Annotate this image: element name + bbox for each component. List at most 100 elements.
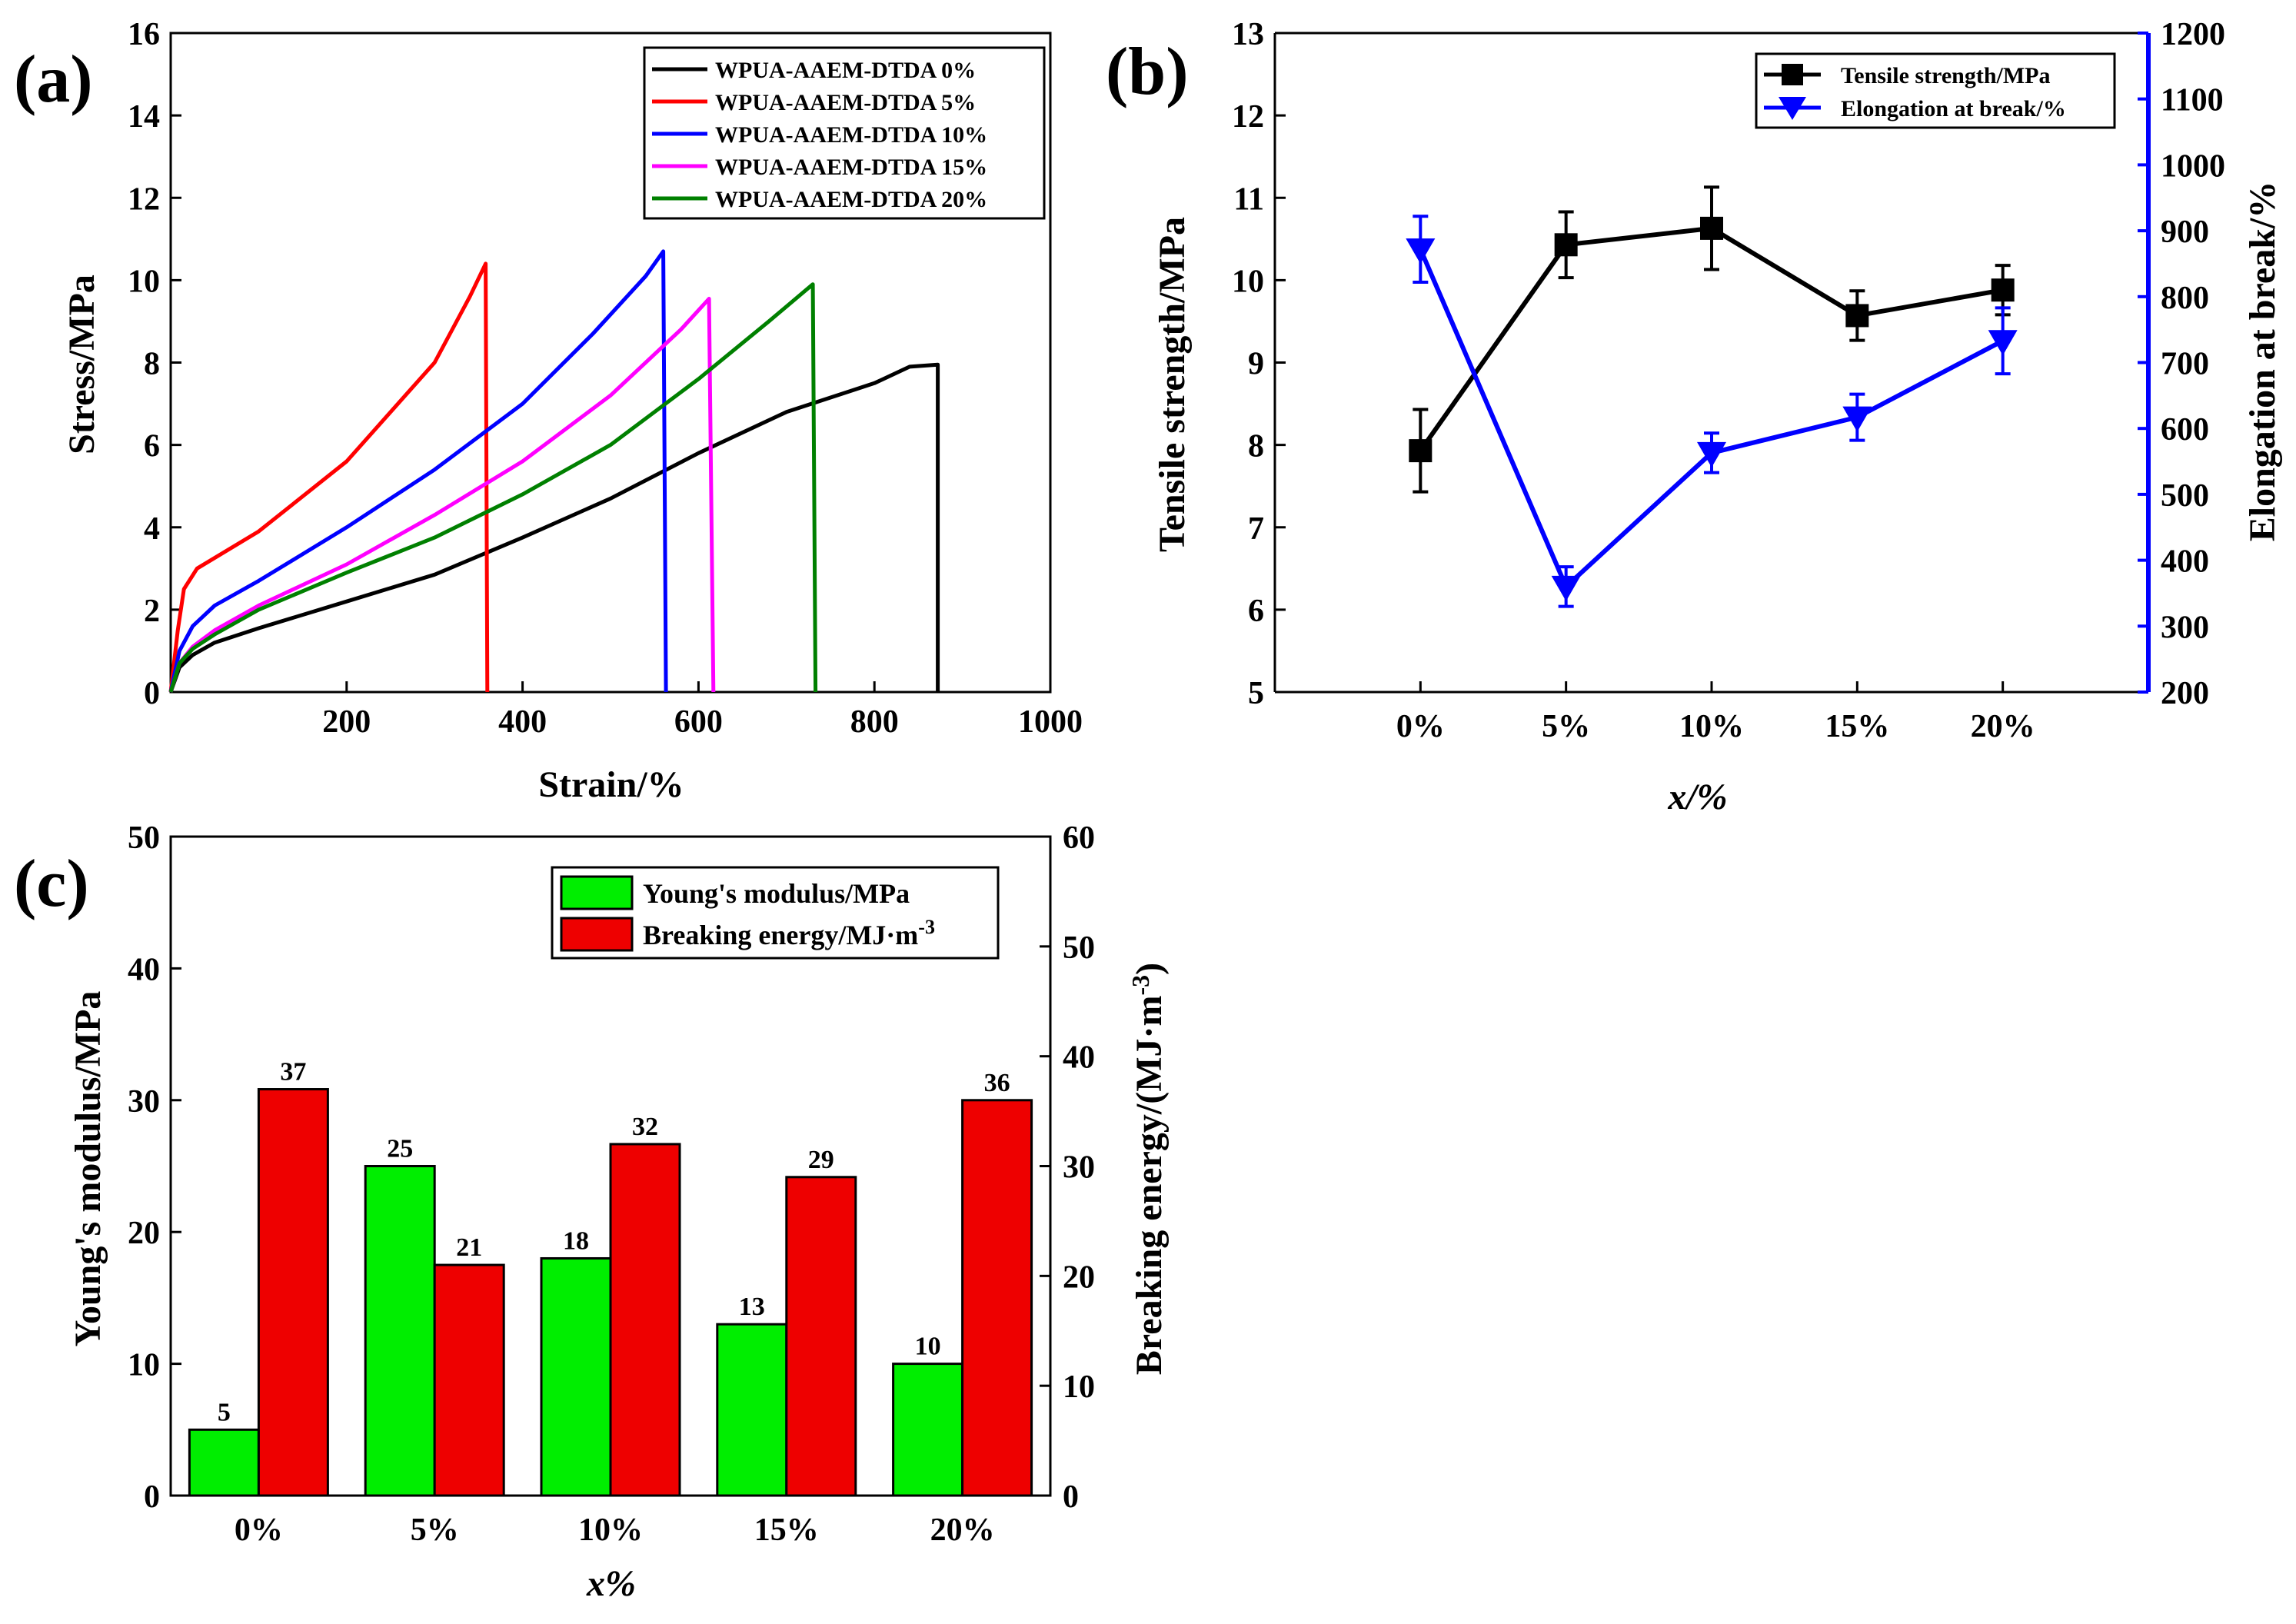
panel-a-legend-label: WPUA-AAEM-DTDA 15%: [715, 155, 987, 180]
panel-c-legend-swatch: [560, 917, 634, 952]
panel-b-x-axis-label: x/%: [1667, 777, 1727, 817]
panel-c-modulus-value-label: 10: [915, 1333, 941, 1361]
panel-b-tensile-point: [1991, 278, 2015, 302]
panel-a-y-tick-label: 0: [144, 676, 160, 711]
panel-c-x-tick-label: 20%: [930, 1513, 995, 1548]
panel-c-x-tick-label: 10%: [578, 1513, 643, 1548]
panel-b-legend-marker: [1779, 97, 1806, 120]
panel-a-label: (a): [14, 42, 93, 117]
panel-c-label: (c): [14, 847, 89, 921]
panel-c-y2-axis-label-main: Breaking energy/(MJ·m: [1129, 995, 1170, 1375]
panel-a-series-line: [168, 282, 818, 693]
panel-c-y2-axis-label: Breaking energy/(MJ·m-3): [1126, 963, 1170, 1375]
panel-a-x-tick-label: 800: [850, 704, 899, 740]
panel-c-y2-tick-label: 40: [1063, 1040, 1095, 1076]
panel-b-y2-tick-label: 1200: [2161, 17, 2225, 52]
panel-c-energy-value-label: 36: [984, 1069, 1010, 1097]
panel-a-y-tick-label: 2: [144, 594, 160, 629]
panel-c-y-tick-label: 40: [128, 952, 160, 987]
panel-c-legend-label-sup: -3: [918, 916, 935, 938]
panel-c-legend-label-main: Breaking energy/MJ·m: [643, 920, 918, 950]
panel-b-y-axis-label: Tensile strength/MPa: [1152, 217, 1193, 552]
panel-b-x-tick-label: 0%: [1396, 709, 1445, 744]
panel-c-legend-label: Young's modulus/MPa: [643, 878, 910, 909]
panel-a-y-tick-label: 12: [128, 181, 160, 217]
panel-b-y2-tick-label: 900: [2161, 215, 2209, 250]
panel-b-y2-tick-label: 400: [2161, 544, 2209, 580]
panel-c-y2-tick-label: 20: [1063, 1260, 1095, 1295]
panel-c-y-tick-label: 10: [128, 1348, 160, 1383]
panel-a-y-tick-label: 6: [144, 429, 160, 464]
panel-c-y2-tick-label: 60: [1063, 820, 1095, 856]
panel-b-tensile-point: [1845, 304, 1869, 328]
panel-c-y2-tick-label: 0: [1063, 1479, 1079, 1515]
panel-c-modulus-bar: [188, 1428, 260, 1497]
panel-b-y-tick-label: 5: [1248, 676, 1264, 711]
panel-b-legend-label: Tensile strength/MPa: [1841, 63, 2051, 88]
panel-c-legend-label: Breaking energy/MJ·m-3: [643, 916, 935, 950]
panel-a-y-tick-label: 14: [128, 99, 160, 135]
panel-c-modulus-bar: [364, 1165, 436, 1497]
panel-c-y-axis-label: Young's modulus/MPa: [68, 991, 108, 1347]
panel-a-y-tick-label: 10: [128, 264, 160, 299]
panel-a-legend-box: [643, 46, 1046, 220]
panel-b-elongation-point: [1551, 575, 1581, 601]
panel-b-elongation-line: [1418, 248, 2005, 591]
panel-c-y2-tick-label: 50: [1063, 930, 1095, 966]
panel-b-y-tick-label: 8: [1248, 429, 1264, 464]
panel-a-x-tick-label: 200: [322, 704, 371, 740]
panel-b-y-tick-label: 13: [1232, 17, 1264, 52]
panel-c-y2-axis-label-end: ): [1129, 963, 1170, 975]
panel-c-energy-bar: [433, 1263, 505, 1497]
panel-c-y-tick-label: 20: [128, 1216, 160, 1251]
panel-c-y-tick-label: 30: [128, 1084, 160, 1120]
panel-c-x-tick-label: 15%: [754, 1513, 819, 1548]
panel-a: (a) Strain/% Stress/MPa 0 2 4 6 8 10 12 14 16 200…: [14, 17, 1083, 805]
panel-a-series-line: [168, 297, 716, 693]
panel-b-tensile-point: [1554, 233, 1578, 257]
panel-c-energy-value-label: 21: [456, 1233, 482, 1262]
panel-b-x-tick-label: 20%: [1971, 709, 2035, 744]
panel-c-x-tick-label: 5%: [411, 1513, 459, 1548]
panel-b-y2-tick-label: 1100: [2161, 83, 2224, 118]
panel-c-energy-value-label: 32: [632, 1113, 658, 1141]
panel-c-modulus-value-label: 13: [739, 1293, 765, 1321]
panel-b: (b) x/% Tensile strength/MPa Elongation …: [1106, 17, 2283, 817]
panel-a-series-line: [168, 249, 668, 693]
panel-b-y-tick-label: 6: [1248, 594, 1264, 629]
panel-c-y2-tick-label: 30: [1063, 1150, 1095, 1186]
panel-c-y2-axis-label-sup: -3: [1126, 975, 1154, 996]
panel-b-y2-axis-label: Elongation at break/%: [2242, 181, 2283, 542]
panel-c-modulus-bar: [892, 1363, 964, 1497]
panel-c-energy-bar: [609, 1143, 681, 1497]
panel-b-label: (b): [1106, 35, 1189, 109]
panel-b-tensile-point: [1700, 216, 1723, 240]
panel-b-y2-tick-label: 500: [2161, 478, 2209, 514]
panel-c-legend-swatch: [560, 875, 634, 910]
panel-b-y2-tick-label: 800: [2161, 281, 2209, 316]
panel-b-x-tick-label: 5%: [1542, 709, 1590, 744]
panel-c-x-axis-label: x%: [586, 1563, 636, 1604]
panel-c-energy-bar: [785, 1176, 857, 1497]
panel-b-y2-tick-label: 200: [2161, 676, 2209, 711]
panel-c-energy-bar: [257, 1088, 329, 1497]
panel-a-x-tick-label: 400: [498, 704, 547, 740]
panel-b-legend-label: Elongation at break/%: [1841, 96, 2066, 121]
panel-c-modulus-bar: [716, 1323, 788, 1497]
panel-b-y-tick-label: 11: [1233, 181, 1264, 217]
panel-a-y-tick-label: 16: [128, 17, 160, 52]
panel-c-modulus-value-label: 5: [218, 1398, 231, 1426]
panel-b-y2-tick-label: 600: [2161, 412, 2209, 448]
panel-b-tensile-point: [1409, 439, 1433, 463]
panel-c-modulus-value-label: 25: [387, 1135, 413, 1163]
panel-b-y2-tick-label: 700: [2161, 347, 2209, 382]
panel-c-y-tick-label: 50: [128, 820, 160, 856]
panel-b-y-tick-label: 9: [1248, 347, 1264, 382]
panel-c-energy-value-label: 29: [808, 1146, 834, 1174]
panel-b-x-tick-label: 15%: [1825, 709, 1889, 744]
panel-b-legend-box: [1755, 52, 2116, 129]
panel-c-modulus-bar: [540, 1256, 612, 1497]
panel-b-legend-marker: [1782, 64, 1803, 85]
panel-a-legend-label: WPUA-AAEM-DTDA 20%: [715, 187, 987, 212]
